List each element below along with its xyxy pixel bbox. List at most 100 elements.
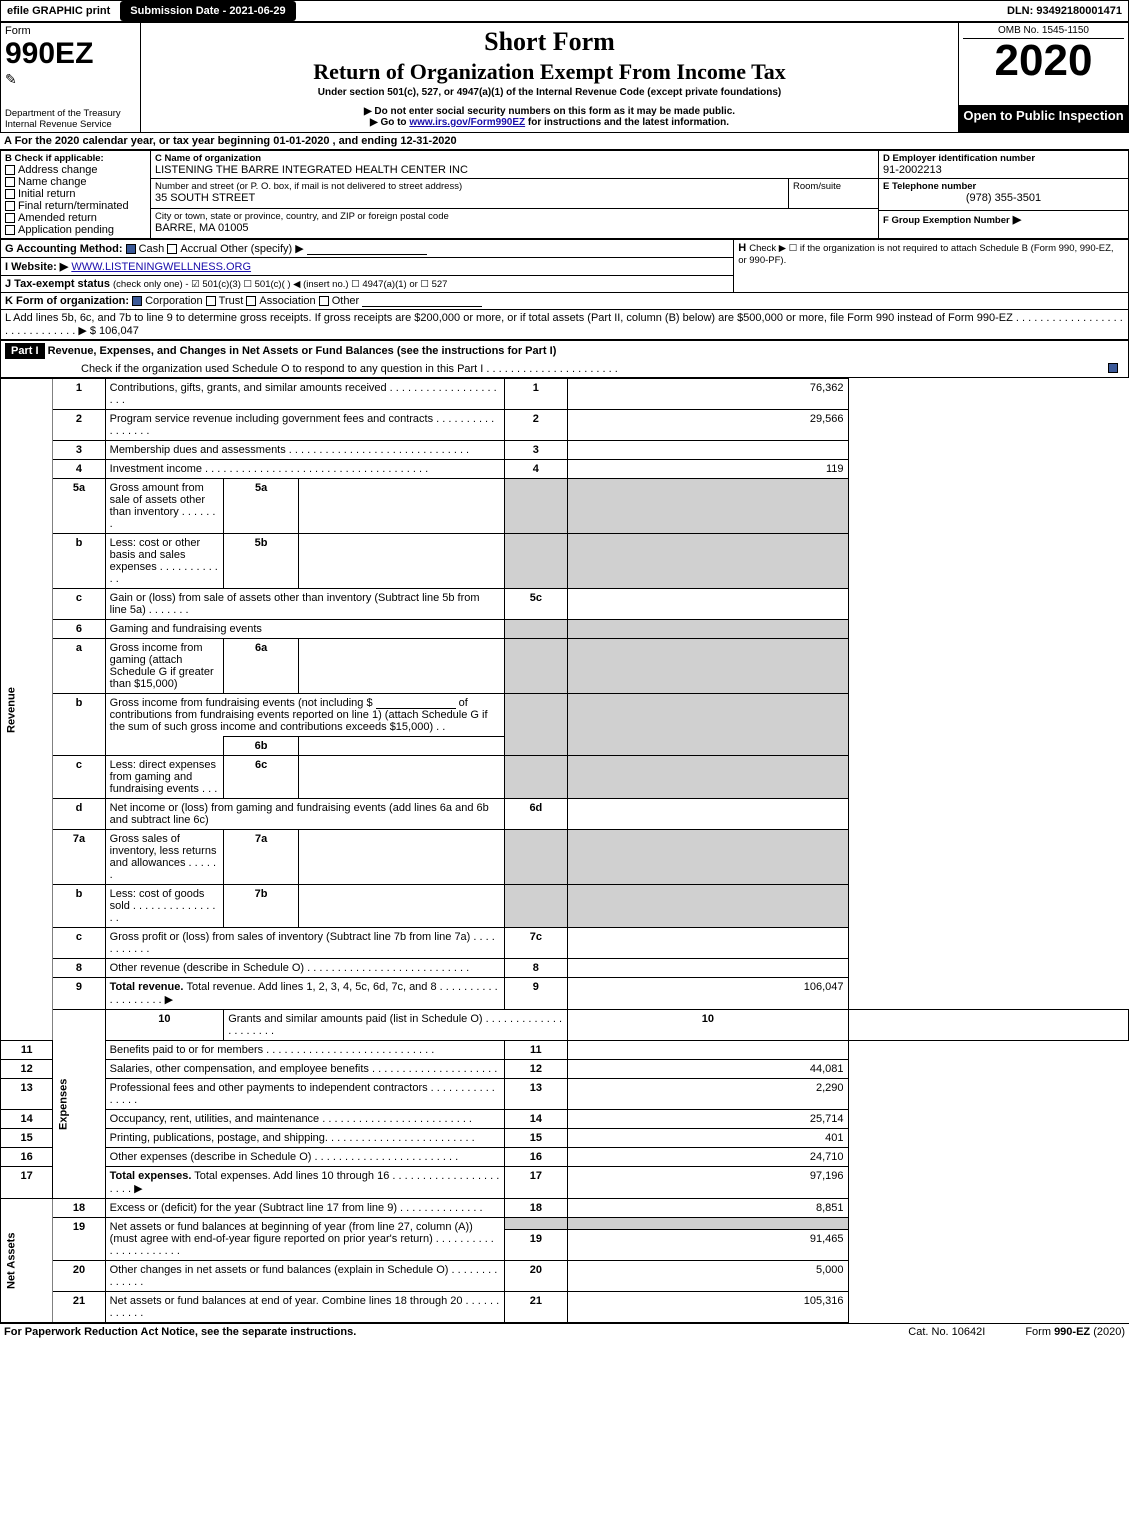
- line-5b-rnum-shaded: [504, 534, 568, 589]
- warn-goto-pre: ▶ Go to: [370, 117, 409, 128]
- part-i-tag: Part I: [5, 343, 45, 359]
- line-19-num: 19: [53, 1218, 105, 1261]
- line-20-desc: Other changes in net assets or fund bala…: [105, 1261, 504, 1292]
- open-to-public-text: Open to Public Inspection: [963, 108, 1124, 124]
- line-18-desc: Excess or (deficit) for the year (Subtra…: [105, 1199, 504, 1218]
- other-specify: Other (specify) ▶: [220, 243, 427, 255]
- line-15-num: 15: [1, 1129, 53, 1148]
- section-l-text: L Add lines 5b, 6c, and 7b to line 9 to …: [5, 312, 1123, 337]
- form-word: Form: [5, 25, 136, 37]
- line-1-rnum: 1: [504, 379, 568, 410]
- line-6b-num: b: [53, 694, 105, 756]
- org-street: 35 SOUTH STREET: [155, 192, 784, 204]
- line-7c-desc: Gross profit or (loss) from sales of inv…: [105, 928, 504, 959]
- part-i-header-table: Part I Revenue, Expenses, and Changes in…: [0, 340, 1129, 378]
- line-7b-subval: [298, 885, 504, 928]
- chk-application-pending[interactable]: Application pending: [5, 224, 146, 236]
- line-20-num: 20: [53, 1261, 105, 1292]
- part-i-title: Revenue, Expenses, and Changes in Net As…: [48, 345, 557, 357]
- corporation-label: Corporation: [145, 295, 202, 307]
- line-6d-rnum: 6d: [504, 799, 568, 830]
- section-a-mid: , and ending: [333, 135, 401, 147]
- line-5a-subnum: 5a: [224, 479, 299, 534]
- chk-association[interactable]: Association: [246, 295, 315, 307]
- chk-accrual[interactable]: Accrual: [167, 243, 217, 255]
- dept-label: Department of the Treasury: [5, 108, 136, 119]
- line-20-amt: 5,000: [568, 1261, 848, 1292]
- line-21-num: 21: [53, 1292, 105, 1323]
- line-14-amt: 25,714: [568, 1110, 848, 1129]
- line-19-desc: Net assets or fund balances at beginning…: [105, 1218, 504, 1261]
- line-5a-num: 5a: [53, 479, 105, 534]
- line-12-num: 12: [1, 1060, 53, 1079]
- accrual-label: Accrual: [180, 243, 217, 255]
- org-name: LISTENING THE BARRE INTEGRATED HEALTH CE…: [155, 164, 874, 176]
- chk-name-change[interactable]: Name change: [5, 176, 146, 188]
- line-18-rnum: 18: [504, 1199, 568, 1218]
- form-number: 990EZ: [5, 37, 136, 71]
- ein-value: 91-2002213: [883, 164, 1124, 176]
- section-a-tax-year: A For the 2020 calendar year, or tax yea…: [0, 133, 1129, 150]
- chk-cash[interactable]: Cash: [126, 243, 165, 255]
- telephone-value: (978) 355-3501: [883, 192, 1124, 204]
- footer-right: Form 990-EZ (2020): [1025, 1326, 1125, 1338]
- line-17-num: 17: [1, 1167, 53, 1199]
- line-7a-subval: [298, 830, 504, 885]
- chk-initial-return[interactable]: Initial return: [5, 188, 146, 200]
- section-b-label: B Check if applicable:: [5, 153, 146, 164]
- schedule-o-checkbox[interactable]: [1108, 363, 1118, 373]
- line-8-rnum: 8: [504, 959, 568, 978]
- line-5a-desc: Gross amount from sale of assets other t…: [105, 479, 224, 534]
- line-4-num: 4: [53, 460, 105, 479]
- chk-other-org[interactable]: Other: [319, 295, 360, 307]
- line-7a-subnum: 7a: [224, 830, 299, 885]
- chk-final-return[interactable]: Final return/terminated: [5, 200, 146, 212]
- line-3-rnum: 3: [504, 441, 568, 460]
- footer-mid: Cat. No. 10642I: [908, 1326, 985, 1338]
- line-19-amt-shaded: [568, 1218, 848, 1230]
- line-5c-amt: [568, 589, 848, 620]
- line-9-amt: 106,047: [568, 978, 848, 1010]
- netassets-vlabel: Net Assets: [1, 1199, 53, 1323]
- other-label: Other (specify) ▶: [220, 243, 304, 255]
- line-21-amt: 105,316: [568, 1292, 848, 1323]
- section-j-label: J Tax-exempt status: [5, 278, 110, 290]
- line-2-num: 2: [53, 410, 105, 441]
- line-7b-desc: Less: cost of goods sold . . . . . . . .…: [105, 885, 224, 928]
- return-title: Return of Organization Exempt From Incom…: [145, 59, 954, 85]
- cash-label: Cash: [139, 243, 165, 255]
- chk-corporation[interactable]: Corporation: [132, 295, 202, 307]
- gh-table: G Accounting Method: Cash Accrual Other …: [0, 239, 1129, 293]
- org-city: BARRE, MA 01005: [155, 222, 874, 234]
- line-6c-subnum: 6c: [224, 756, 299, 799]
- gross-receipts-amount: 106,047: [99, 325, 139, 337]
- line-14-desc: Occupancy, rent, utilities, and maintena…: [105, 1110, 504, 1129]
- chk-application-pending-label: Application pending: [18, 224, 114, 236]
- other-org-label: Other: [332, 295, 360, 307]
- chk-trust[interactable]: Trust: [206, 295, 244, 307]
- line-18-amt: 8,851: [568, 1199, 848, 1218]
- line-5a-subval: [298, 479, 504, 534]
- section-c-name-label: C Name of organization: [155, 153, 874, 164]
- line-15-rnum: 15: [504, 1129, 568, 1148]
- irs-link[interactable]: www.irs.gov/Form990EZ: [409, 117, 525, 128]
- line-19-rnum: 19: [504, 1229, 568, 1260]
- line-18-num: 18: [53, 1199, 105, 1218]
- open-to-public-box: Open to Public Inspection: [959, 105, 1129, 132]
- line-7a-desc: Gross sales of inventory, less returns a…: [105, 830, 224, 885]
- line-16-desc: Other expenses (describe in Schedule O) …: [105, 1148, 504, 1167]
- line-19-amt: 91,465: [568, 1229, 848, 1260]
- room-suite-label: Room/suite: [793, 181, 874, 192]
- form-header-table: Form 990EZ ✎ Department of the Treasury …: [0, 22, 1129, 133]
- line-7b-amt-shaded: [568, 885, 848, 928]
- line-16-rnum: 16: [504, 1148, 568, 1167]
- chk-final-return-label: Final return/terminated: [18, 200, 129, 212]
- line-13-rnum: 13: [504, 1079, 568, 1110]
- chk-address-change[interactable]: Address change: [5, 164, 146, 176]
- line-4-rnum: 4: [504, 460, 568, 479]
- chk-amended-return[interactable]: Amended return: [5, 212, 146, 224]
- website-link[interactable]: WWW.LISTENINGWELLNESS.ORG: [71, 261, 251, 273]
- line-6a-desc: Gross income from gaming (attach Schedul…: [105, 639, 224, 694]
- section-f-arrow: ▶: [1013, 214, 1021, 226]
- line-10-rnum: 10: [568, 1010, 848, 1041]
